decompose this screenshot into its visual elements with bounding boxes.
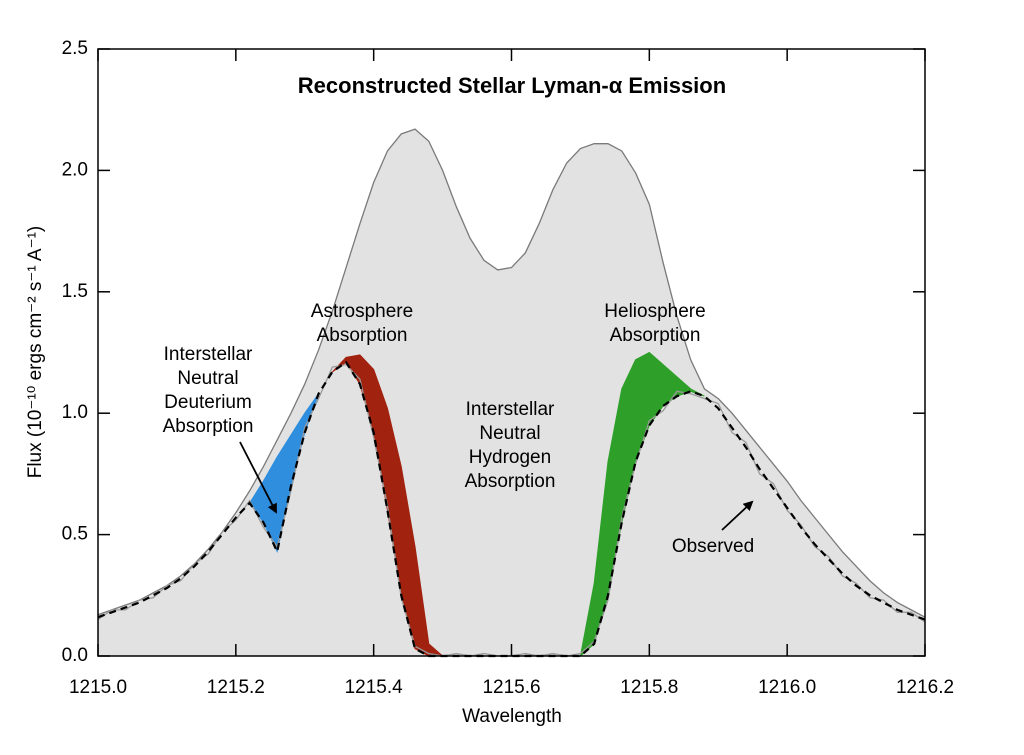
y-axis-label: Flux (10⁻¹⁰ ergs cm⁻² s⁻¹ A⁻¹) xyxy=(25,226,46,479)
emission-area xyxy=(98,129,925,656)
chart-title: Reconstructed Stellar Lyman-α Emission xyxy=(298,73,726,98)
annotation: Interstellar xyxy=(164,344,253,365)
y-tick-label: 2.5 xyxy=(62,38,88,59)
annotation: Absorption xyxy=(163,416,254,437)
x-tick-label: 1216.2 xyxy=(896,677,954,698)
y-tick-label: 1.0 xyxy=(62,402,88,423)
annotation: Astrosphere xyxy=(311,301,413,322)
x-tick-label: 1216.0 xyxy=(758,677,816,698)
annotation: Neutral xyxy=(479,423,540,444)
annotation: Absorption xyxy=(610,325,701,346)
annotation: Absorption xyxy=(465,471,556,492)
x-tick-label: 1215.8 xyxy=(620,677,678,698)
annotation: Hydrogen xyxy=(469,447,551,468)
annotation: Interstellar xyxy=(466,399,555,420)
y-tick-label: 2.0 xyxy=(62,159,88,180)
y-tick-label: 1.5 xyxy=(62,281,88,302)
y-tick-label: 0.0 xyxy=(62,645,88,666)
x-tick-label: 1215.0 xyxy=(69,677,127,698)
model-line xyxy=(97,360,926,658)
annotation: Deuterium xyxy=(164,392,252,413)
emission-line xyxy=(97,128,926,618)
x-tick-label: 1215.6 xyxy=(482,677,540,698)
arrow xyxy=(239,441,277,514)
x-tick-label: 1215.4 xyxy=(345,677,404,698)
annotation: Neutral xyxy=(177,368,238,389)
annotation: Heliosphere xyxy=(604,301,705,322)
x-tick-label: 1215.2 xyxy=(207,677,265,698)
annotation: Absorption xyxy=(317,325,408,346)
x-axis-label: Wavelength xyxy=(462,706,562,727)
y-tick-label: 0.5 xyxy=(62,524,88,545)
arrow xyxy=(721,500,754,531)
annotation: Observed xyxy=(672,536,754,557)
